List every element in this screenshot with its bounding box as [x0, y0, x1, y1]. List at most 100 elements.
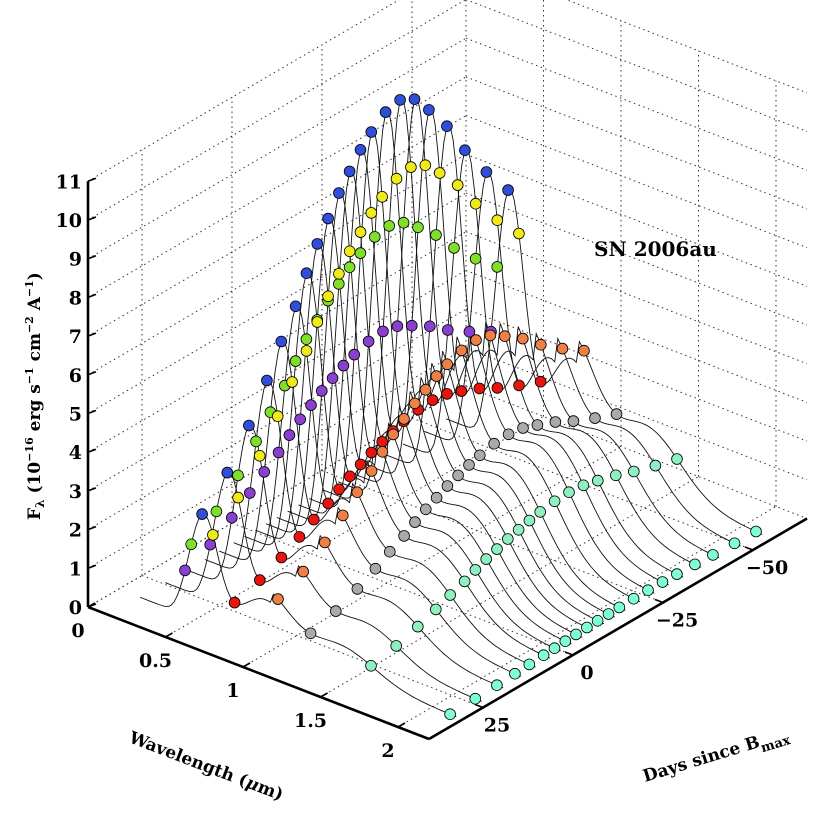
- photometry-point-g: [289, 355, 302, 367]
- photometry-point-g: [412, 221, 424, 234]
- photometry-point-J: [441, 480, 454, 492]
- z-tick-label: 1: [69, 558, 82, 580]
- photometry-point-V: [289, 300, 302, 313]
- z-tick-label: 6: [69, 365, 82, 387]
- x-tick: [242, 662, 251, 668]
- photometry-point-i: [534, 375, 547, 388]
- photometry-point-J: [567, 415, 580, 427]
- photometry-point-Y: [387, 428, 400, 441]
- y-tick-label: 0: [580, 662, 593, 684]
- x-tick-label: 1: [226, 680, 239, 702]
- photometry-point-g: [430, 229, 442, 241]
- photometry-point-J: [610, 408, 623, 420]
- grid-line-back-wall: [465, 269, 808, 403]
- photometry-point-r: [333, 267, 345, 280]
- photometry-point-K: [750, 525, 762, 538]
- sn-annotation: SN 2006au: [594, 237, 717, 261]
- photometry-point-V: [441, 120, 453, 132]
- photometry-point-H: [548, 495, 561, 508]
- photometry-point-Y: [351, 486, 364, 499]
- photometry-point-H: [501, 533, 514, 545]
- photometry-point-Y: [430, 370, 443, 382]
- photometry-point-Y: [534, 338, 547, 351]
- photometry-point-B: [441, 324, 454, 336]
- photometry-point-g: [332, 278, 345, 290]
- y-tick-label: −50: [746, 557, 788, 579]
- grid-line-back-wall: [465, 115, 808, 249]
- photometry-point-H: [458, 575, 471, 588]
- spectrum-curve-phase-10: [219, 340, 536, 668]
- photometry-point-K: [602, 608, 615, 620]
- photometry-point-Y: [556, 342, 569, 355]
- photometry-point-Y: [318, 536, 331, 549]
- spectrum-curve-phase--12: [298, 148, 615, 618]
- photometry-point-Y: [365, 465, 378, 477]
- z-tick: [87, 487, 97, 492]
- photometry-point-K: [728, 537, 741, 550]
- photometry-point-B: [244, 487, 256, 499]
- photometry-point-B: [348, 348, 361, 361]
- photometry-point-V: [243, 419, 255, 432]
- x-tick-label: 0.5: [139, 650, 172, 672]
- photometry-point-r: [322, 290, 334, 303]
- photometry-point-g: [397, 216, 410, 229]
- photometry-point-K: [613, 601, 626, 614]
- photometry-point-K: [523, 658, 536, 671]
- photometry-point-K: [509, 667, 521, 680]
- spectrum-curve-phase-6: [233, 305, 551, 659]
- photometry-point-Y: [484, 329, 497, 342]
- grid-line-floor: [242, 446, 622, 668]
- photometry-point-K: [707, 549, 719, 561]
- photometry-point-i: [354, 458, 367, 471]
- z-tick: [87, 293, 97, 299]
- grid-line-floor: [411, 417, 754, 551]
- photometry-point-H: [671, 453, 683, 465]
- photometry-point-V: [365, 126, 378, 138]
- z-title-close: ): [25, 272, 45, 280]
- z-title-sub: λ: [33, 500, 47, 508]
- x-tick: [87, 602, 96, 608]
- x-tick: [320, 692, 328, 698]
- photometry-point-K: [469, 692, 482, 705]
- photometry-point-K: [656, 576, 669, 588]
- z-tick: [87, 409, 97, 415]
- x-axis-title: Wavelength (μm): [125, 728, 286, 806]
- z-tick: [87, 525, 97, 531]
- photometry-point-V: [379, 106, 392, 118]
- photometry-point-g: [343, 261, 356, 274]
- photometry-point-V: [394, 94, 406, 106]
- spectrum-curve-phase--23: [337, 98, 655, 594]
- photometry-point-r: [491, 214, 504, 227]
- photometry-point-H: [444, 589, 457, 601]
- photometry-point-r: [451, 179, 464, 191]
- z-axis-title: Fλ(10−16 erg s−1 cm−2 A−1): [23, 272, 47, 520]
- photometry-point-i: [228, 596, 241, 609]
- photometry-point-r: [207, 529, 219, 541]
- photometry-point-r: [311, 316, 324, 328]
- photometry-point-i: [322, 497, 335, 510]
- grid-line-back-wall: [465, 37, 808, 171]
- grid-line-left-wall: [87, 0, 400, 182]
- z-tick: [87, 254, 97, 260]
- photometry-point-B: [283, 429, 296, 441]
- photometry-point-Y: [297, 565, 310, 578]
- spectrum-curve-phase--36: [384, 124, 702, 568]
- y-tick: [474, 703, 484, 709]
- z-title-u2: erg s: [25, 384, 45, 437]
- photometry-point-B: [179, 564, 191, 577]
- axes-layer: [86, 177, 808, 741]
- z-tick-label: 3: [69, 481, 82, 503]
- y-tick: [744, 546, 754, 551]
- photometry-point-V: [343, 165, 356, 178]
- photometry-point-K: [642, 584, 654, 596]
- photometry-point-B: [315, 385, 328, 397]
- photometry-point-J: [304, 627, 317, 640]
- photometry-point-g: [210, 505, 223, 518]
- photometry-point-r: [300, 345, 313, 357]
- photometry-point-J: [502, 428, 515, 441]
- photometry-point-r: [390, 172, 403, 185]
- photometry-point-Y: [398, 413, 410, 425]
- photometry-point-H: [534, 506, 546, 518]
- z-title-exp4: −1: [23, 280, 36, 297]
